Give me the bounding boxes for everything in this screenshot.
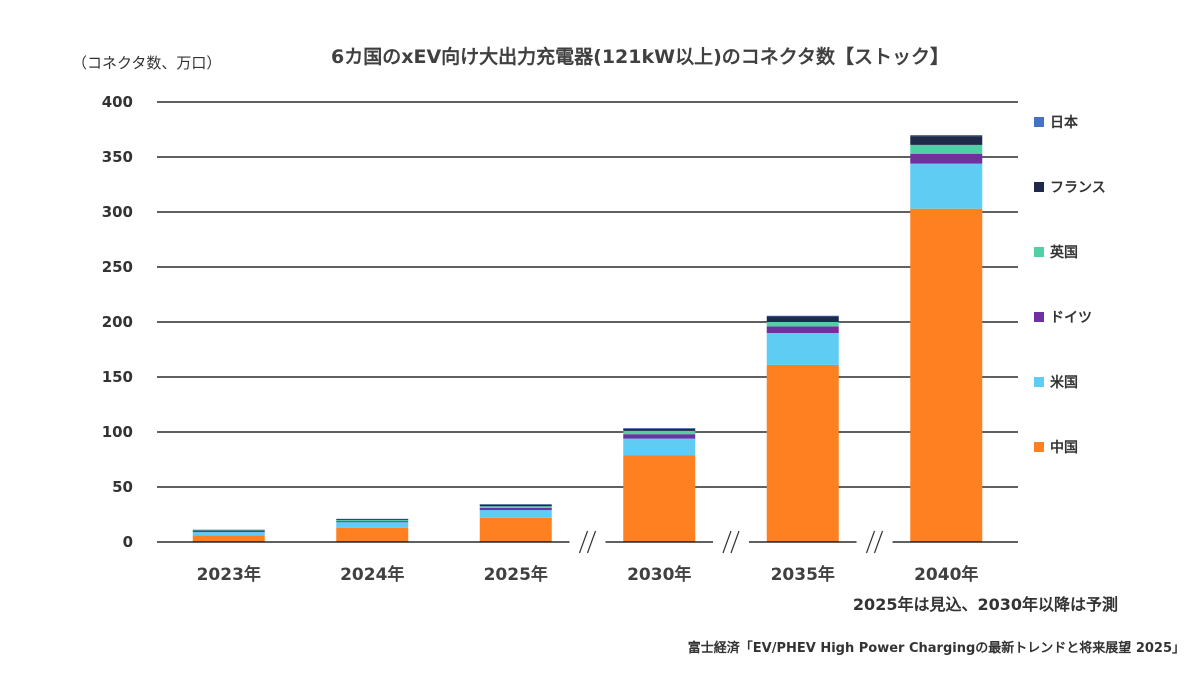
legend-swatch	[1034, 182, 1044, 192]
bar-segment	[910, 136, 983, 145]
bar-segment	[623, 428, 696, 431]
bar-stack	[910, 135, 983, 542]
bar-segment	[192, 529, 265, 531]
bar-stack	[479, 504, 552, 542]
bar-segment	[910, 163, 983, 209]
bar-segment	[192, 535, 265, 542]
y-tick-label: 350	[102, 148, 133, 166]
x-tick-label: 2025年	[484, 564, 548, 585]
bar-segment	[336, 519, 409, 520]
bar-segment	[479, 506, 552, 508]
legend-item: 日本	[1034, 114, 1079, 131]
x-tick-label: 2023年	[197, 564, 261, 585]
axis-break-mark	[865, 530, 876, 554]
bar-segment	[623, 430, 696, 435]
bar-segment	[910, 153, 983, 164]
bar-segment	[336, 520, 409, 522]
bar-stack	[192, 529, 265, 542]
legend-swatch	[1034, 247, 1044, 257]
axis-break-mark	[722, 530, 732, 554]
x-tick-label: 2024年	[340, 564, 404, 585]
axis-break-mark	[730, 530, 740, 554]
bar-segment	[623, 428, 696, 429]
bar-segment	[766, 315, 839, 317]
legend-swatch	[1034, 312, 1044, 322]
x-axis	[157, 530, 1018, 554]
bar-segment	[192, 531, 265, 533]
bar-segment	[910, 208, 983, 542]
bar-segment	[479, 510, 552, 518]
legend-item: 中国	[1034, 439, 1078, 456]
legend-item: 英国	[1034, 244, 1078, 261]
legend-item: 米国	[1034, 374, 1078, 391]
bar-segment	[623, 434, 696, 439]
legend-item: ドイツ	[1034, 310, 1092, 326]
bar-stack	[766, 315, 839, 542]
forecast-note: 2025年は見込、2030年以降は予測	[853, 595, 1118, 614]
legend-swatch	[1034, 442, 1044, 452]
legend-label: 中国	[1050, 439, 1078, 456]
legend-label: 米国	[1050, 374, 1078, 391]
bar-segment	[910, 144, 983, 154]
source-credit: 富士経済「EV/PHEV High Power Chargingの最新トレンドと…	[688, 640, 1185, 656]
bars	[192, 135, 983, 542]
legend-swatch	[1034, 117, 1044, 127]
bar-segment	[336, 527, 409, 542]
x-axis-ticks: 2023年 2024年 2025年 2030年 2035年 2040年	[197, 564, 979, 585]
y-axis-ticks: 0 50 100 150 200 250 300 350 400	[102, 93, 133, 551]
y-tick-label: 150	[102, 368, 133, 386]
bar-segment	[766, 316, 839, 322]
x-tick-label: 2035年	[771, 564, 835, 585]
bar-segment	[336, 521, 409, 523]
bar-segment	[336, 522, 409, 528]
bar-segment	[910, 135, 983, 137]
legend-item: フランス	[1034, 180, 1106, 196]
x-tick-label: 2040年	[914, 564, 978, 585]
axis-break-mark	[586, 530, 597, 554]
bar-segment	[766, 322, 839, 327]
y-tick-label: 0	[123, 533, 133, 551]
bar-stack	[623, 428, 696, 542]
y-tick-label: 400	[102, 93, 133, 111]
axis-break-mark	[578, 530, 589, 554]
axis-break-mark	[873, 530, 884, 554]
y-axis-unit-label: （コネクタ数、万口）	[72, 54, 221, 72]
legend-label: 英国	[1049, 244, 1078, 261]
legend-label: ドイツ	[1050, 310, 1092, 326]
bar-segment	[623, 455, 696, 542]
chart-title: 6カ国のxEV向け大出力充電器(121kW以上)のコネクタ数【ストック】	[331, 45, 949, 68]
bar-segment	[479, 507, 552, 511]
y-tick-label: 200	[102, 313, 133, 331]
gridlines	[157, 101, 1018, 488]
bar-segment	[766, 333, 839, 365]
bar-segment	[766, 364, 839, 542]
bar-stack	[336, 518, 409, 542]
bar-segment	[623, 438, 696, 456]
x-tick-label: 2030年	[627, 564, 691, 585]
bar-segment	[192, 532, 265, 536]
bar-segment	[192, 530, 265, 531]
y-tick-label: 100	[102, 423, 133, 441]
bar-segment	[766, 326, 839, 333]
y-tick-label: 250	[102, 258, 133, 276]
bar-segment	[479, 517, 552, 542]
legend-label: フランス	[1050, 180, 1106, 196]
legend-label: 日本	[1050, 114, 1079, 131]
bar-segment	[479, 504, 552, 507]
y-tick-label: 300	[102, 203, 133, 221]
y-tick-label: 50	[112, 478, 133, 496]
legend-swatch	[1034, 377, 1044, 387]
